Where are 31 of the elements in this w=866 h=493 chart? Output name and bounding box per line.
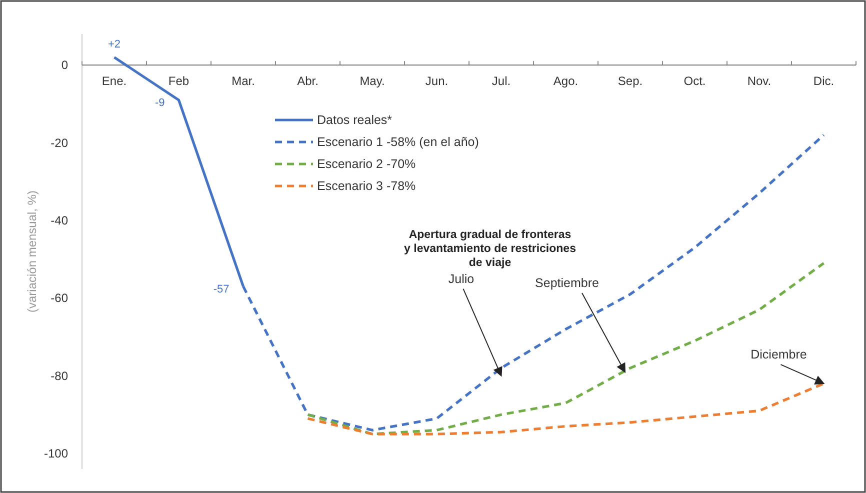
x-tick-label: Sep. (618, 74, 643, 88)
x-tick-label: Abr. (297, 74, 318, 88)
data-label: +2 (108, 38, 121, 50)
data-label: -9 (154, 97, 165, 110)
x-tick-label: Nov. (747, 74, 772, 88)
x-tick-label: Dic. (813, 74, 834, 88)
x-tick-label: Oct. (684, 74, 706, 88)
legend-label: Datos reales* (317, 113, 392, 127)
x-tick-label: Ene. (102, 74, 127, 88)
y-tick-label: 0 (61, 58, 68, 72)
annotation: Septiembre (535, 276, 599, 290)
annotation: Julio (448, 272, 474, 286)
annotation: Diciembre (750, 348, 807, 362)
line-series (306, 382, 826, 436)
y-tick-label: -80 (50, 368, 68, 383)
legend-label: Escenario 2 -70% (317, 157, 416, 171)
y-tick-label: -60 (50, 291, 68, 306)
legend-label: Escenario 3 -78% (317, 179, 416, 193)
data-label: -57 (213, 283, 230, 296)
x-tick-label: Feb (168, 74, 190, 88)
x-tick-label: Mar. (232, 74, 255, 88)
x-tick-label: Ago. (553, 74, 578, 88)
annotation: Apertura gradual de fronteras y levantamiento de restriciones de viaje (404, 229, 576, 269)
y-axis-title: (variación mensual, %) (25, 190, 39, 313)
x-tick-label: Jul. (492, 74, 511, 88)
y-tick-label: -20 (50, 136, 68, 150)
x-tick-label: Jun. (425, 74, 448, 88)
y-tick-label: -40 (50, 213, 68, 228)
x-tick-label: May. (360, 74, 385, 88)
y-tick-label: -100 (44, 446, 68, 460)
legend-label: Escenario 1 -58% (en el año) (317, 135, 479, 149)
